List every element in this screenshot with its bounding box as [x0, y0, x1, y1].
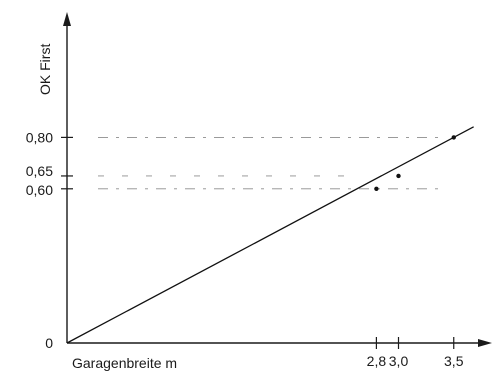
- x-tick-label: 3,5: [444, 353, 464, 369]
- x-axis-label: Garagenbreite m: [72, 355, 177, 371]
- series-line: [66, 126, 474, 344]
- y-ticks: 0 0,60 0,65 0,80: [26, 129, 73, 351]
- y-tick-label: 0,65: [26, 163, 53, 179]
- y-tick-label: 0,60: [26, 182, 53, 198]
- data-point: [374, 186, 379, 191]
- x-tick-label: 2,8: [367, 353, 387, 369]
- y-axis-arrow: [63, 12, 71, 26]
- y-tick-label: 0: [45, 335, 53, 351]
- x-tick-label: 3,0: [389, 353, 409, 369]
- data-points: [374, 135, 456, 191]
- y-tick-label: 0,80: [26, 129, 53, 145]
- y-axis-label: OK First: [37, 44, 53, 95]
- x-ticks: 2,8 3,0 3,5: [367, 337, 464, 369]
- series: [66, 126, 474, 344]
- guide-lines: [98, 136, 440, 190]
- x-axis-arrow: [478, 339, 492, 347]
- data-point: [396, 173, 401, 179]
- data-point: [451, 135, 456, 140]
